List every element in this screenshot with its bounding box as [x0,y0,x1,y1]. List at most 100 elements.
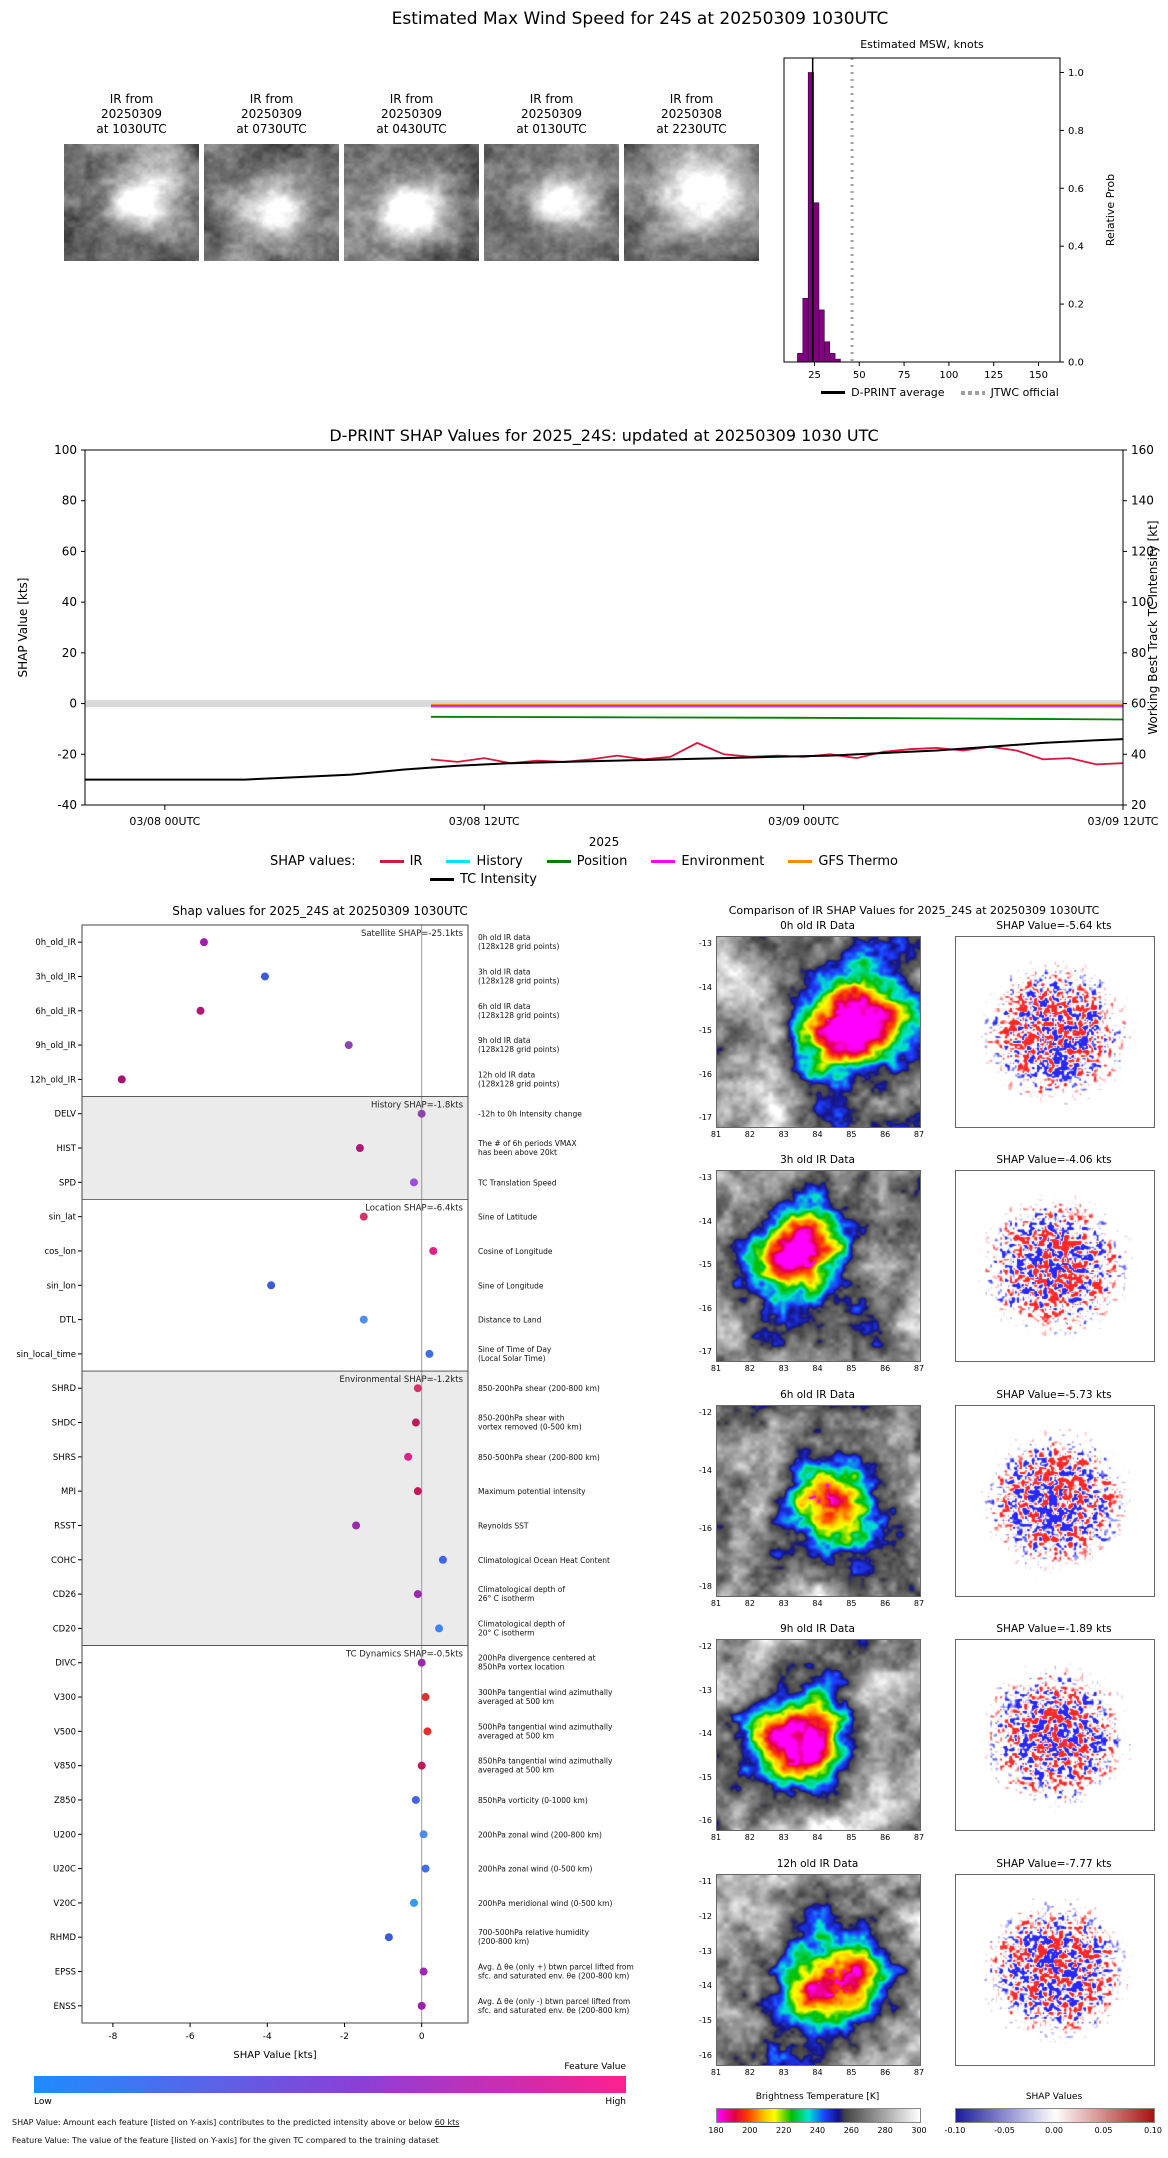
x-tick-label: 81 [710,1833,722,1842]
y-tick-label: -16 [698,2051,712,2060]
feature-label: DIVC [55,1659,76,1669]
feature-label: sin_lat [49,1213,77,1223]
shap-dot-3h_old_IR [260,972,269,981]
shap-dot-CD26 [413,1590,422,1599]
group-header: Satellite SHAP=-25.1kts [361,929,464,939]
dotplot-xlabel: SHAP Value [kts] [233,2050,316,2061]
y-tick-label: -15 [698,1260,712,1269]
legend-label: JTWC official [990,386,1059,399]
shap-dot-RSST [352,1521,361,1530]
ir-thumbnail-label-line: IR from [249,92,294,106]
y-tick-label: -17 [698,1347,712,1356]
ir-thumbnail-label-line: at 1030UTC [96,122,167,136]
ir-thumbnail: IR from 20250309 at 0730UTC [204,92,339,261]
shap-dot-HIST [355,1144,364,1153]
series-tc-intensity [85,738,1124,781]
ir-thumbnail-label-line: 20250308 [660,107,723,121]
x-tick-label: -4 [263,2032,272,2042]
ir-thumbnail-label-line: IR from [529,92,574,106]
feature-desc: -12h to 0h Intensity change [478,1110,582,1119]
y-tick-label: 0.0 [1068,358,1084,369]
feature-label: CD20 [53,1624,76,1634]
jtwc-official-swatch [960,390,985,395]
shap-row-title: SHAP Value=-1.89 kts [996,1623,1112,1635]
feature-desc: Climatological depth of [478,1585,565,1594]
x-tick-label: 82 [744,1364,755,1373]
y-tick-label: -16 [698,1816,712,1825]
feature-desc: 9h old IR data [478,1036,530,1045]
shap-row-title: SHAP Value=-5.73 kts [996,1389,1112,1401]
ir-thumbnail-label-line: at 0430UTC [376,122,447,136]
series-ir [430,741,1124,766]
legend-item-position: Position [546,854,628,869]
feature-desc: has been above 20kt [478,1148,557,1157]
feature-label: sin_lon [47,1281,76,1291]
ir-comparison-title: Comparison of IR SHAP Values for 2025_24… [728,904,1100,917]
bt-colorbar-tick: 220 [776,2126,792,2135]
x-tick-label: 84 [812,1364,823,1373]
feature-desc: 20° C isotherm [478,1628,534,1637]
feature-label: SHDC [52,1419,76,1429]
x-tick-label: 81 [710,1364,722,1373]
histogram-bar [813,202,820,363]
timeseries-xlabel: 2025 [589,835,620,849]
shap-feature-panel: Shap values for 2025_24S at 20250309 103… [0,900,660,2158]
y-tick-label: -13 [698,1685,712,1695]
bt-colorbar-tick: 280 [877,2126,893,2135]
feature-label: HIST [57,1144,77,1154]
feature-desc: 3h old IR data [478,967,530,976]
ir-thumbnail-label-line: at 2230UTC [656,122,727,136]
legend-label: GFS Thermo [818,854,898,869]
shap-footnote-1-text: SHAP Value: Amount each feature [listed … [12,2118,435,2127]
shap-dot-U200 [419,1830,428,1839]
feature-label: CD26 [53,1590,76,1600]
histogram-bar [824,341,831,363]
shap-dot-RHMD [384,1933,393,1942]
timeseries-chart: 100 80 60 40 20 0 -20 -40 160 140 120 100 80 60 40 20 03… [16,443,1160,849]
feature-desc: Maximum potential intensity [478,1487,586,1496]
shap-image-3h [955,1170,1155,1362]
x-tick-label: 86 [880,2068,891,2077]
shap-feature-title: Shap values for 2025_24S at 20250309 103… [172,904,468,918]
shap-dot-SHRD [413,1384,422,1393]
ir-row-title: 0h old IR Data [780,920,855,932]
series-position [430,715,1124,721]
x-tick-label: 81 [710,1599,722,1608]
ir-thumbnail-label-line: at 0130UTC [516,122,587,136]
feature-desc: (128x128 grid points) [478,1045,559,1054]
feature-label: 3h_old_IR [35,972,76,982]
feature-desc: 200hPa zonal wind (200-800 km) [478,1830,602,1839]
feature-desc: Avg. Δ θe (only +) btwn parcel lifted fr… [478,1963,634,1972]
feature-desc: vortex removed (0-500 km) [478,1423,582,1432]
ir-image-0h [716,936,921,1128]
ir-row-title: 9h old IR Data [780,1623,855,1635]
ir-thumbnail-label-line: IR from [109,92,154,106]
legend-label: History [476,854,523,869]
left-y-tick-label: 0 [69,697,77,711]
legend-label: Position [576,854,628,869]
shap-dot-9h_old_IR [344,1041,353,1050]
x-tick-label: 83 [778,1599,789,1608]
x-tick-label: 85 [846,1364,857,1373]
feature-label: V20C [53,1899,76,1909]
y-tick-label: -11 [698,1877,712,1886]
y-tick-label: 0.6 [1068,184,1084,195]
shap-dot-DELV [417,1109,426,1118]
feature-desc: 200hPa zonal wind (0-500 km) [478,1865,592,1874]
feature-label: SPD [59,1178,77,1188]
ir-row-title: 6h old IR Data [780,1389,855,1401]
ir-thumbnail-label-line: IR from [669,92,714,106]
x-tick-label: 100 [939,370,958,381]
x-tick-label: 84 [812,1599,823,1608]
shap-image-12h [955,1874,1155,2066]
legend-row-2: TC Intensity [0,872,1168,887]
x-tick-label: 125 [984,370,1003,381]
feature-label: ENSS [53,2002,76,2012]
x-tick-label: 87 [913,1599,925,1608]
legend-label: IR [409,854,423,869]
shap-dot-U20C [421,1864,430,1873]
dotplot-frame [81,924,469,2024]
feature-desc: Avg. Δ θe (only -) btwn parcel lifted fr… [478,1997,630,2006]
x-tick-label: 83 [778,1130,789,1139]
ir-thumbnail-label: IR from 20250308 at 2230UTC [624,92,759,137]
